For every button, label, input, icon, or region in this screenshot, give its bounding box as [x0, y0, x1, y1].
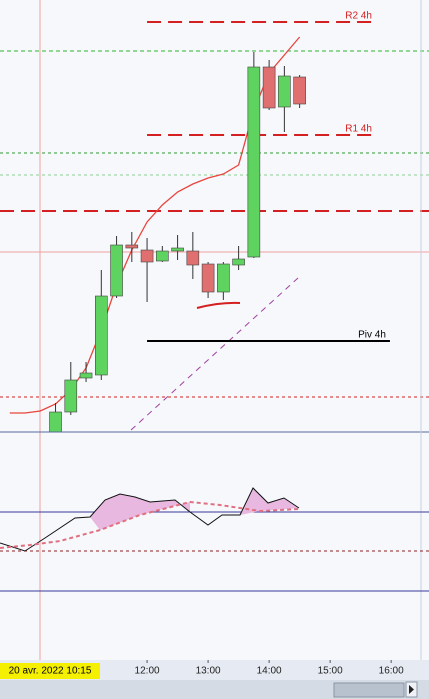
pivot-label: Piv 4h [358, 330, 386, 341]
oscillator [0, 487, 429, 592]
candle-body [156, 250, 169, 262]
osc-signal [0, 500, 300, 549]
candle-body [171, 247, 184, 252]
candle-body [110, 244, 123, 297]
x-tick-label: 16:00 [379, 666, 404, 677]
x-tick-label: 12:00 [135, 666, 160, 677]
candle-body [201, 263, 215, 293]
candle-body [125, 244, 139, 249]
scrollbar[interactable] [0, 680, 429, 699]
annotation-stroke [196, 301, 241, 309]
arrow-icon [409, 685, 414, 694]
candle-body [49, 411, 62, 433]
trend-line [130, 277, 299, 431]
candle-body [262, 66, 276, 109]
x-tick-label: 13:00 [196, 666, 221, 677]
x-tick-label: 15:00 [318, 666, 343, 677]
candle-body [186, 250, 200, 266]
scroll-thumb[interactable] [333, 682, 405, 698]
candle-body [278, 75, 291, 108]
pivot-label: R2 4h [345, 11, 372, 22]
pivot-label: R1 4h [345, 124, 372, 135]
candle-body [64, 379, 78, 413]
candle-body [79, 372, 93, 379]
plot-background [0, 0, 429, 660]
candle-body [293, 76, 306, 105]
candle-body [140, 249, 154, 263]
cursor-label: 20 avr. 2022 10:15 [9, 666, 92, 677]
candle-body [247, 66, 261, 258]
candle-body [232, 258, 245, 266]
x-tick-label: 14:00 [257, 666, 282, 677]
candle-body [217, 263, 230, 293]
osc-main [0, 487, 300, 552]
cursor-box [0, 663, 100, 679]
time-axis [0, 660, 429, 680]
candle-body [95, 295, 108, 376]
